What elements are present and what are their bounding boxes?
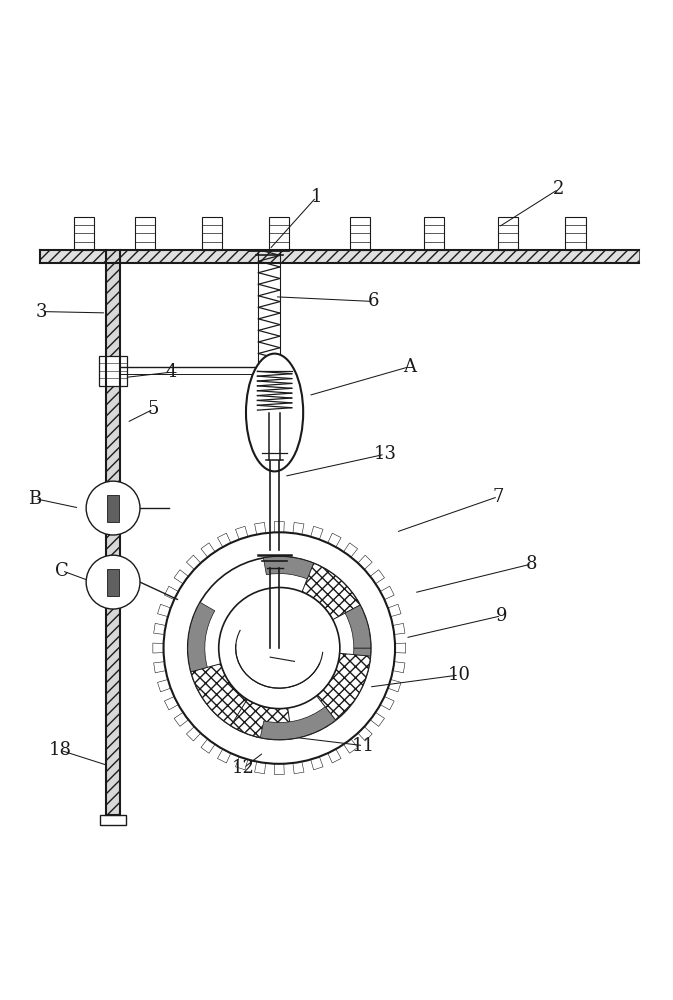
Polygon shape — [164, 586, 178, 600]
Bar — [40, 250, 639, 263]
Polygon shape — [293, 762, 304, 774]
Polygon shape — [344, 543, 357, 557]
Bar — [99, 356, 127, 386]
Polygon shape — [380, 586, 394, 600]
Bar — [424, 217, 444, 250]
Text: 8: 8 — [526, 555, 538, 573]
Polygon shape — [201, 543, 215, 557]
Polygon shape — [311, 526, 323, 539]
Circle shape — [86, 481, 140, 535]
Bar — [350, 217, 370, 250]
Polygon shape — [293, 522, 304, 535]
Text: 18: 18 — [49, 741, 72, 759]
Polygon shape — [393, 623, 405, 634]
Wedge shape — [353, 648, 371, 656]
Polygon shape — [186, 555, 201, 569]
Polygon shape — [254, 522, 266, 535]
Bar — [100, 815, 126, 825]
Polygon shape — [388, 679, 401, 692]
Text: A: A — [402, 358, 416, 376]
Polygon shape — [153, 623, 166, 634]
Text: 9: 9 — [495, 607, 507, 625]
Bar — [106, 250, 120, 815]
Polygon shape — [201, 739, 215, 753]
Polygon shape — [186, 727, 201, 741]
Text: 11: 11 — [352, 737, 375, 755]
Polygon shape — [328, 749, 341, 763]
Polygon shape — [217, 749, 231, 763]
Text: 13: 13 — [374, 445, 396, 463]
Polygon shape — [358, 727, 372, 741]
Bar — [565, 217, 586, 250]
Polygon shape — [174, 570, 188, 584]
Polygon shape — [236, 526, 248, 539]
Polygon shape — [275, 522, 284, 532]
Text: 12: 12 — [232, 759, 255, 777]
Polygon shape — [254, 762, 266, 774]
Polygon shape — [311, 757, 323, 770]
Text: 7: 7 — [493, 488, 503, 506]
Wedge shape — [263, 557, 314, 579]
Polygon shape — [328, 533, 341, 547]
Polygon shape — [370, 570, 384, 584]
Polygon shape — [157, 679, 171, 692]
Circle shape — [86, 555, 140, 609]
Wedge shape — [345, 605, 371, 648]
Ellipse shape — [246, 354, 303, 471]
Polygon shape — [344, 739, 357, 753]
Text: 10: 10 — [448, 666, 470, 684]
Polygon shape — [236, 757, 248, 770]
Polygon shape — [217, 533, 231, 547]
Polygon shape — [164, 697, 178, 710]
Polygon shape — [174, 712, 188, 726]
Circle shape — [219, 587, 340, 709]
Wedge shape — [260, 707, 336, 740]
Polygon shape — [393, 662, 405, 673]
Text: 4: 4 — [166, 363, 177, 381]
Bar — [202, 217, 222, 250]
Polygon shape — [358, 555, 372, 569]
Bar — [107, 495, 119, 522]
Text: 2: 2 — [553, 180, 564, 198]
Wedge shape — [188, 602, 215, 672]
Text: 1: 1 — [310, 188, 322, 206]
Polygon shape — [395, 643, 406, 653]
Polygon shape — [153, 643, 164, 653]
Text: 3: 3 — [36, 303, 48, 321]
Wedge shape — [231, 699, 292, 740]
Wedge shape — [191, 664, 267, 738]
Text: B: B — [28, 490, 42, 508]
Polygon shape — [275, 764, 284, 774]
Polygon shape — [153, 662, 166, 673]
Bar — [74, 217, 94, 250]
Bar — [498, 217, 518, 250]
Text: 6: 6 — [367, 292, 380, 310]
Bar — [107, 569, 119, 596]
Bar — [269, 217, 289, 250]
Wedge shape — [302, 563, 360, 620]
Text: 5: 5 — [148, 400, 159, 418]
Bar — [135, 217, 155, 250]
Text: C: C — [55, 562, 69, 580]
Polygon shape — [380, 697, 394, 710]
Polygon shape — [157, 604, 171, 617]
Polygon shape — [388, 604, 401, 617]
Polygon shape — [370, 712, 384, 726]
Wedge shape — [316, 653, 370, 720]
